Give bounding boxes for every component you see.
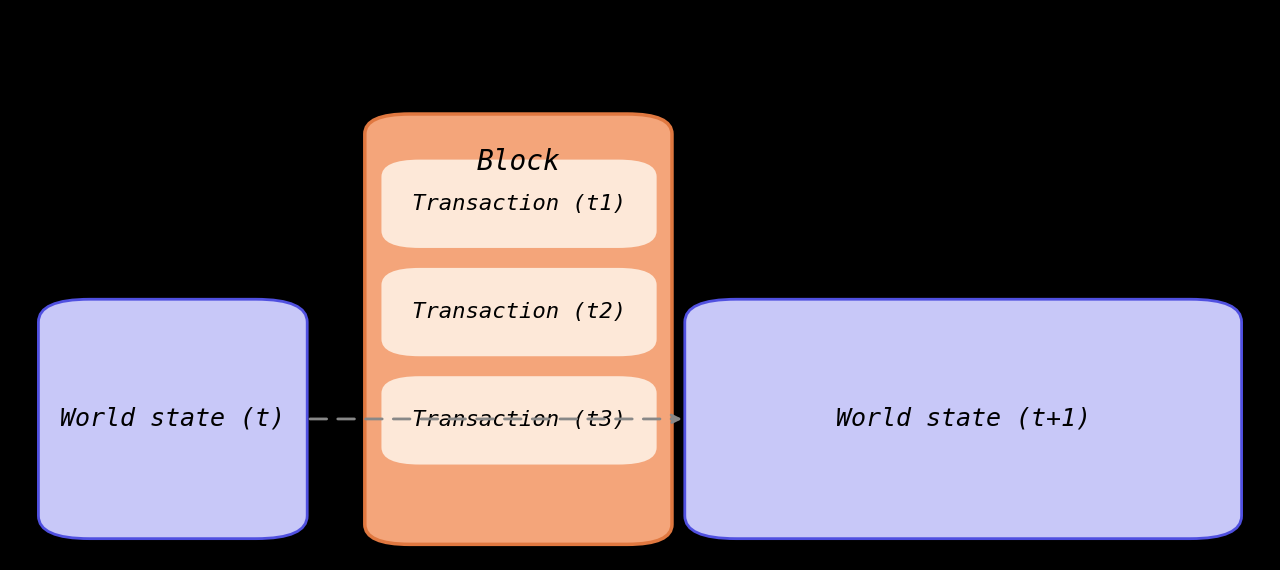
Text: Block: Block xyxy=(476,148,561,177)
Text: World state (t+1): World state (t+1) xyxy=(836,407,1091,431)
Text: World state (t): World state (t) xyxy=(60,407,285,431)
FancyBboxPatch shape xyxy=(381,268,657,356)
FancyBboxPatch shape xyxy=(38,299,307,539)
Text: Transaction (t2): Transaction (t2) xyxy=(412,302,626,322)
Text: Transaction (t1): Transaction (t1) xyxy=(412,194,626,214)
FancyBboxPatch shape xyxy=(685,299,1242,539)
Text: Transaction (t3): Transaction (t3) xyxy=(412,410,626,430)
FancyBboxPatch shape xyxy=(381,376,657,465)
FancyBboxPatch shape xyxy=(365,114,672,544)
FancyBboxPatch shape xyxy=(381,160,657,248)
